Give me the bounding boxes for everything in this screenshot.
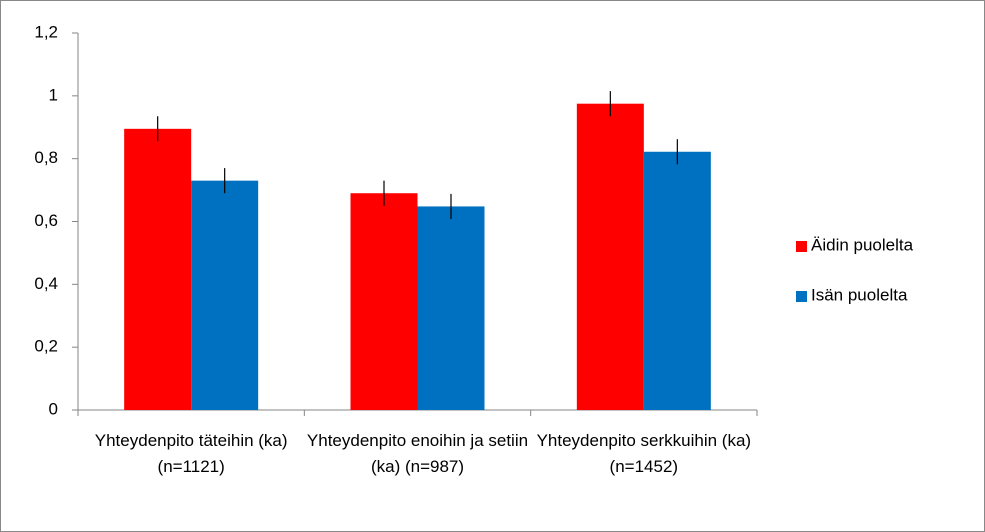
bar [191,180,259,410]
legend-swatch [796,241,807,252]
bar [124,128,192,410]
x-tick-label: Yhteydenpito täteihin (ka) (n=1121) [94,431,288,476]
x-tick-label: Yhteydenpito enoihin ja setiin (ka) (n=9… [306,431,529,476]
y-tick-label: 1 [49,85,58,104]
bar [417,206,485,410]
bar [643,151,711,410]
x-tick-label: Yhteydenpito serkkuihin (ka) (n=1452) [536,431,752,476]
y-tick-label: 1,2 [34,22,58,41]
bar [350,193,418,410]
y-tick-label: 0,2 [34,337,58,356]
legend-label: Äidin puolelta [811,235,914,254]
y-tick-label: 0 [49,399,58,418]
legend-swatch [796,291,807,302]
y-tick-label: 0,6 [34,211,58,230]
legend-label: Isän puolelta [811,285,908,304]
bar [576,103,644,410]
y-tick-label: 0,4 [34,274,58,293]
y-tick-label: 0,8 [34,148,58,167]
